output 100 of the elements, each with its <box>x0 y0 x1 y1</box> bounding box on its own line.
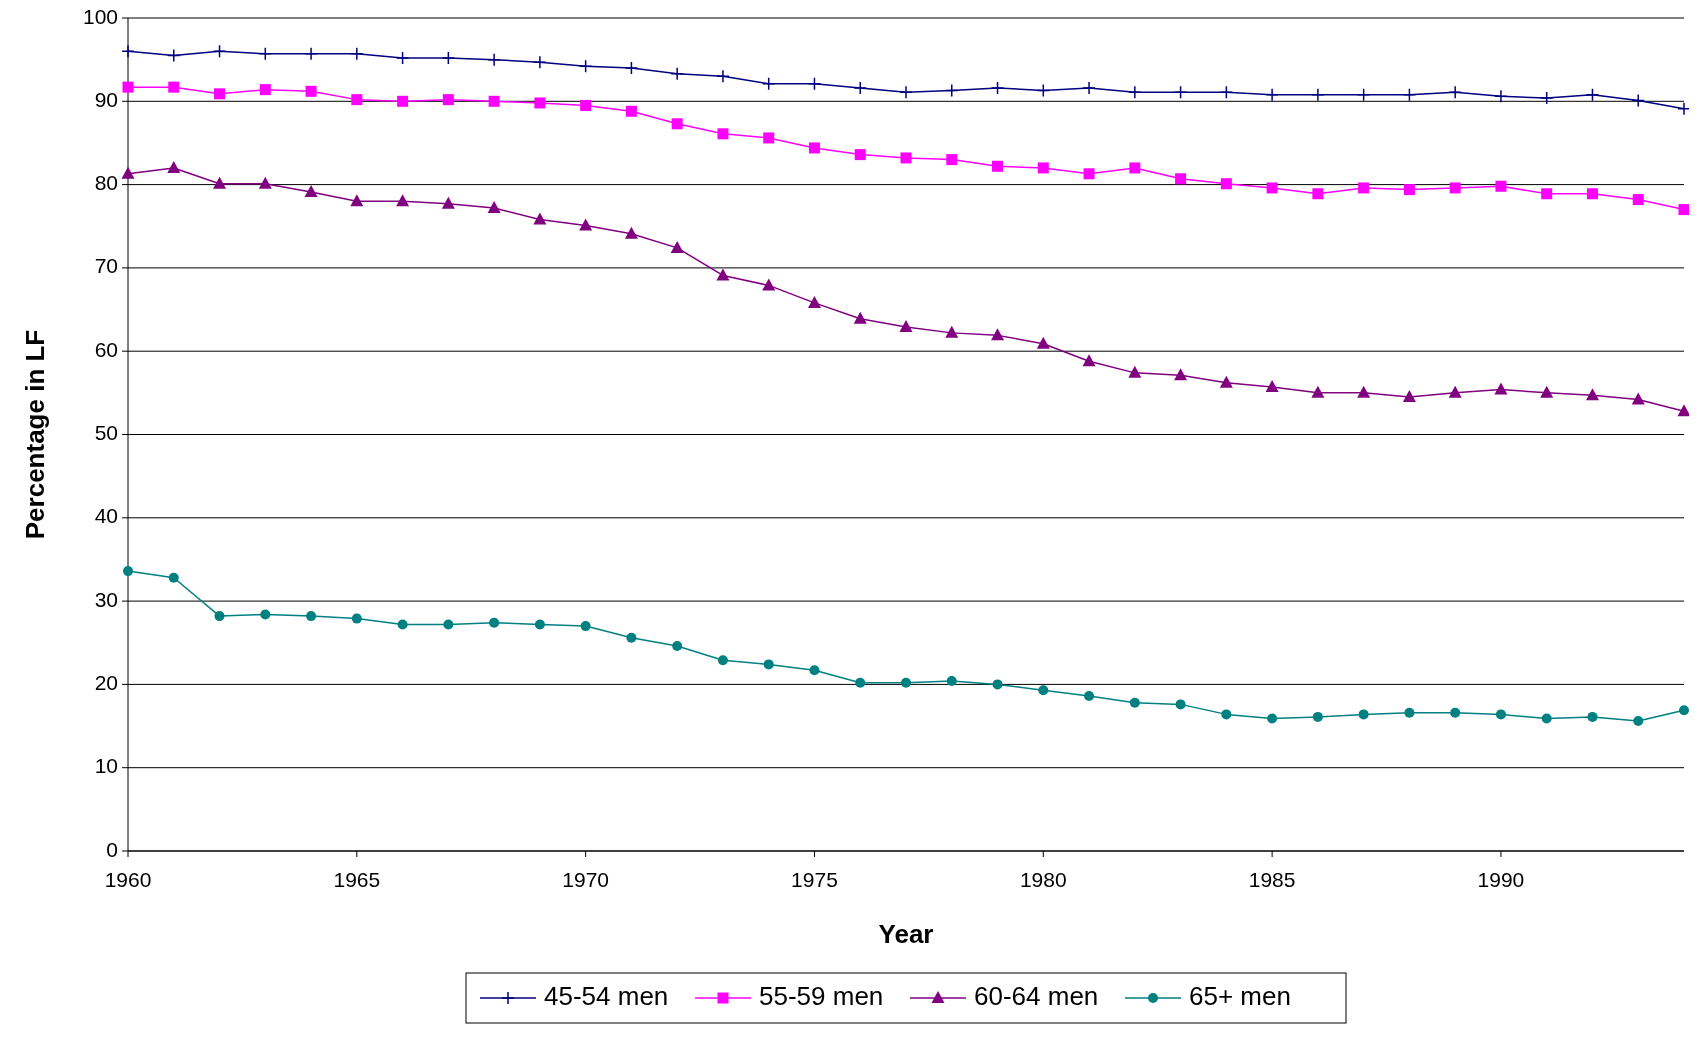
point <box>1448 85 1462 99</box>
point <box>214 88 226 100</box>
point <box>1540 385 1554 398</box>
point <box>487 200 501 213</box>
y-tick-label: 20 <box>94 670 118 694</box>
point <box>533 212 547 225</box>
point <box>990 81 1005 95</box>
point <box>442 94 454 106</box>
point <box>259 84 271 96</box>
legend-label: 65+ men <box>1189 980 1291 1011</box>
point <box>350 47 364 61</box>
y-tick-label: 50 <box>94 421 118 445</box>
point <box>213 176 227 189</box>
point <box>1358 709 1369 720</box>
point <box>351 94 363 106</box>
point <box>853 81 867 95</box>
point <box>670 240 684 253</box>
point <box>1358 182 1370 194</box>
point <box>624 226 638 239</box>
point <box>1175 173 1187 185</box>
point <box>899 85 913 99</box>
point <box>1220 178 1232 190</box>
point <box>1082 81 1096 95</box>
point <box>1494 382 1508 395</box>
point <box>397 95 409 107</box>
point <box>1494 89 1508 104</box>
point <box>1356 87 1371 102</box>
point <box>853 311 867 324</box>
point <box>1679 705 1689 716</box>
point <box>1632 194 1644 206</box>
legend-label: 55-59 men <box>759 980 884 1011</box>
point <box>1311 87 1325 102</box>
point <box>306 611 317 622</box>
x-tick-label: 1980 <box>1019 868 1067 891</box>
point <box>1541 713 1552 724</box>
point <box>1312 188 1324 200</box>
point <box>1173 85 1188 99</box>
point <box>1404 707 1415 718</box>
point <box>807 295 821 308</box>
point <box>258 47 273 61</box>
point <box>992 160 1004 172</box>
point <box>854 149 866 161</box>
point <box>487 52 501 67</box>
point <box>1495 180 1507 192</box>
x-axis-title: Year <box>878 919 934 949</box>
point <box>1129 697 1140 708</box>
point <box>991 328 1005 341</box>
point <box>1038 685 1049 696</box>
legend-label: 45-54 men <box>544 980 669 1011</box>
point <box>1633 716 1644 727</box>
y-tick-label: 70 <box>94 254 118 278</box>
point <box>443 619 454 630</box>
point <box>534 97 546 109</box>
point <box>1539 91 1554 105</box>
point <box>1129 162 1141 174</box>
point <box>1585 388 1599 401</box>
y-tick-label: 100 <box>82 4 118 28</box>
point <box>762 278 776 291</box>
point <box>717 128 729 140</box>
point <box>489 617 500 628</box>
x-tick-label: 1985 <box>1248 868 1296 891</box>
point <box>900 152 912 164</box>
point <box>533 55 547 69</box>
point <box>167 160 181 173</box>
point <box>992 679 1003 690</box>
point <box>1082 354 1096 367</box>
x-tick-label: 1975 <box>791 868 838 891</box>
point <box>946 154 958 166</box>
point <box>578 59 593 74</box>
point <box>1403 184 1415 196</box>
point <box>395 51 410 65</box>
point <box>305 85 317 97</box>
point <box>1128 85 1142 99</box>
point <box>1037 162 1049 174</box>
point <box>168 81 180 93</box>
point <box>1587 711 1598 722</box>
point <box>260 609 271 620</box>
point <box>580 621 591 632</box>
point <box>945 325 959 338</box>
point <box>901 677 911 688</box>
point <box>761 77 776 91</box>
point <box>1449 182 1461 194</box>
y-tick-label: 80 <box>94 171 118 195</box>
point <box>1175 699 1186 710</box>
point <box>855 677 866 688</box>
point <box>122 81 134 93</box>
point <box>763 132 775 144</box>
point <box>258 176 272 189</box>
point <box>396 194 410 207</box>
point <box>1311 385 1325 398</box>
point <box>167 48 181 63</box>
point <box>1585 87 1600 102</box>
point <box>1312 711 1323 722</box>
point <box>212 44 227 59</box>
point <box>304 47 318 61</box>
point <box>1221 709 1232 720</box>
point <box>1541 188 1553 200</box>
point <box>1084 691 1095 702</box>
point <box>1036 83 1051 98</box>
point <box>168 572 179 583</box>
